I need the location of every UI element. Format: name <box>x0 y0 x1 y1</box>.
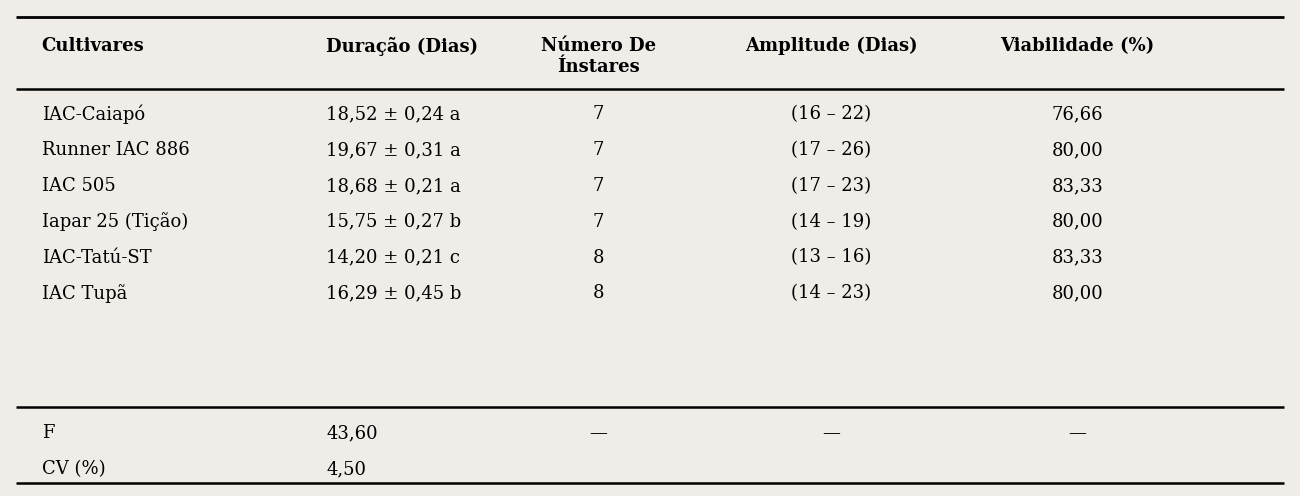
Text: 8: 8 <box>593 248 605 266</box>
Text: IAC-Caiapó: IAC-Caiapó <box>42 105 144 124</box>
Text: Duração (Dias): Duração (Dias) <box>326 37 478 56</box>
Text: 83,33: 83,33 <box>1052 248 1102 266</box>
Text: 76,66: 76,66 <box>1052 105 1102 124</box>
Text: Iapar 25 (Tição): Iapar 25 (Tição) <box>42 212 188 231</box>
Text: 80,00: 80,00 <box>1052 213 1102 231</box>
Text: 80,00: 80,00 <box>1052 141 1102 159</box>
Text: 83,33: 83,33 <box>1052 177 1102 195</box>
Text: (17 – 26): (17 – 26) <box>792 141 871 159</box>
Text: —: — <box>1069 424 1086 442</box>
Text: 15,75 ± 0,27 b: 15,75 ± 0,27 b <box>326 213 462 231</box>
Text: Número De
Ínstares: Número De Ínstares <box>541 37 655 76</box>
Text: 7: 7 <box>593 141 605 159</box>
Text: (17 – 23): (17 – 23) <box>792 177 871 195</box>
Text: Runner IAC 886: Runner IAC 886 <box>42 141 190 159</box>
Text: Amplitude (Dias): Amplitude (Dias) <box>745 37 918 56</box>
Text: 14,20 ± 0,21 c: 14,20 ± 0,21 c <box>326 248 460 266</box>
Text: 7: 7 <box>593 213 605 231</box>
Text: F: F <box>42 424 55 442</box>
Text: 16,29 ± 0,45 b: 16,29 ± 0,45 b <box>326 284 462 303</box>
Text: 4,50: 4,50 <box>326 460 367 478</box>
Text: Cultivares: Cultivares <box>42 37 144 55</box>
Text: (16 – 22): (16 – 22) <box>792 105 871 124</box>
Text: 18,52 ± 0,24 a: 18,52 ± 0,24 a <box>326 105 462 124</box>
Text: IAC 505: IAC 505 <box>42 177 116 195</box>
Text: 8: 8 <box>593 284 605 303</box>
Text: —: — <box>823 424 840 442</box>
Text: 7: 7 <box>593 177 605 195</box>
Text: (13 – 16): (13 – 16) <box>790 248 871 266</box>
Text: IAC-Tatú-ST: IAC-Tatú-ST <box>42 248 151 266</box>
Text: (14 – 19): (14 – 19) <box>792 213 871 231</box>
Text: (14 – 23): (14 – 23) <box>792 284 871 303</box>
Text: —: — <box>589 424 607 442</box>
Text: 80,00: 80,00 <box>1052 284 1102 303</box>
Text: 7: 7 <box>593 105 605 124</box>
Text: 18,68 ± 0,21 a: 18,68 ± 0,21 a <box>326 177 462 195</box>
Text: IAC Tupã: IAC Tupã <box>42 284 127 303</box>
Text: CV (%): CV (%) <box>42 460 105 478</box>
Text: 19,67 ± 0,31 a: 19,67 ± 0,31 a <box>326 141 462 159</box>
Text: Viabilidade (%): Viabilidade (%) <box>1000 37 1154 55</box>
Text: 43,60: 43,60 <box>326 424 378 442</box>
